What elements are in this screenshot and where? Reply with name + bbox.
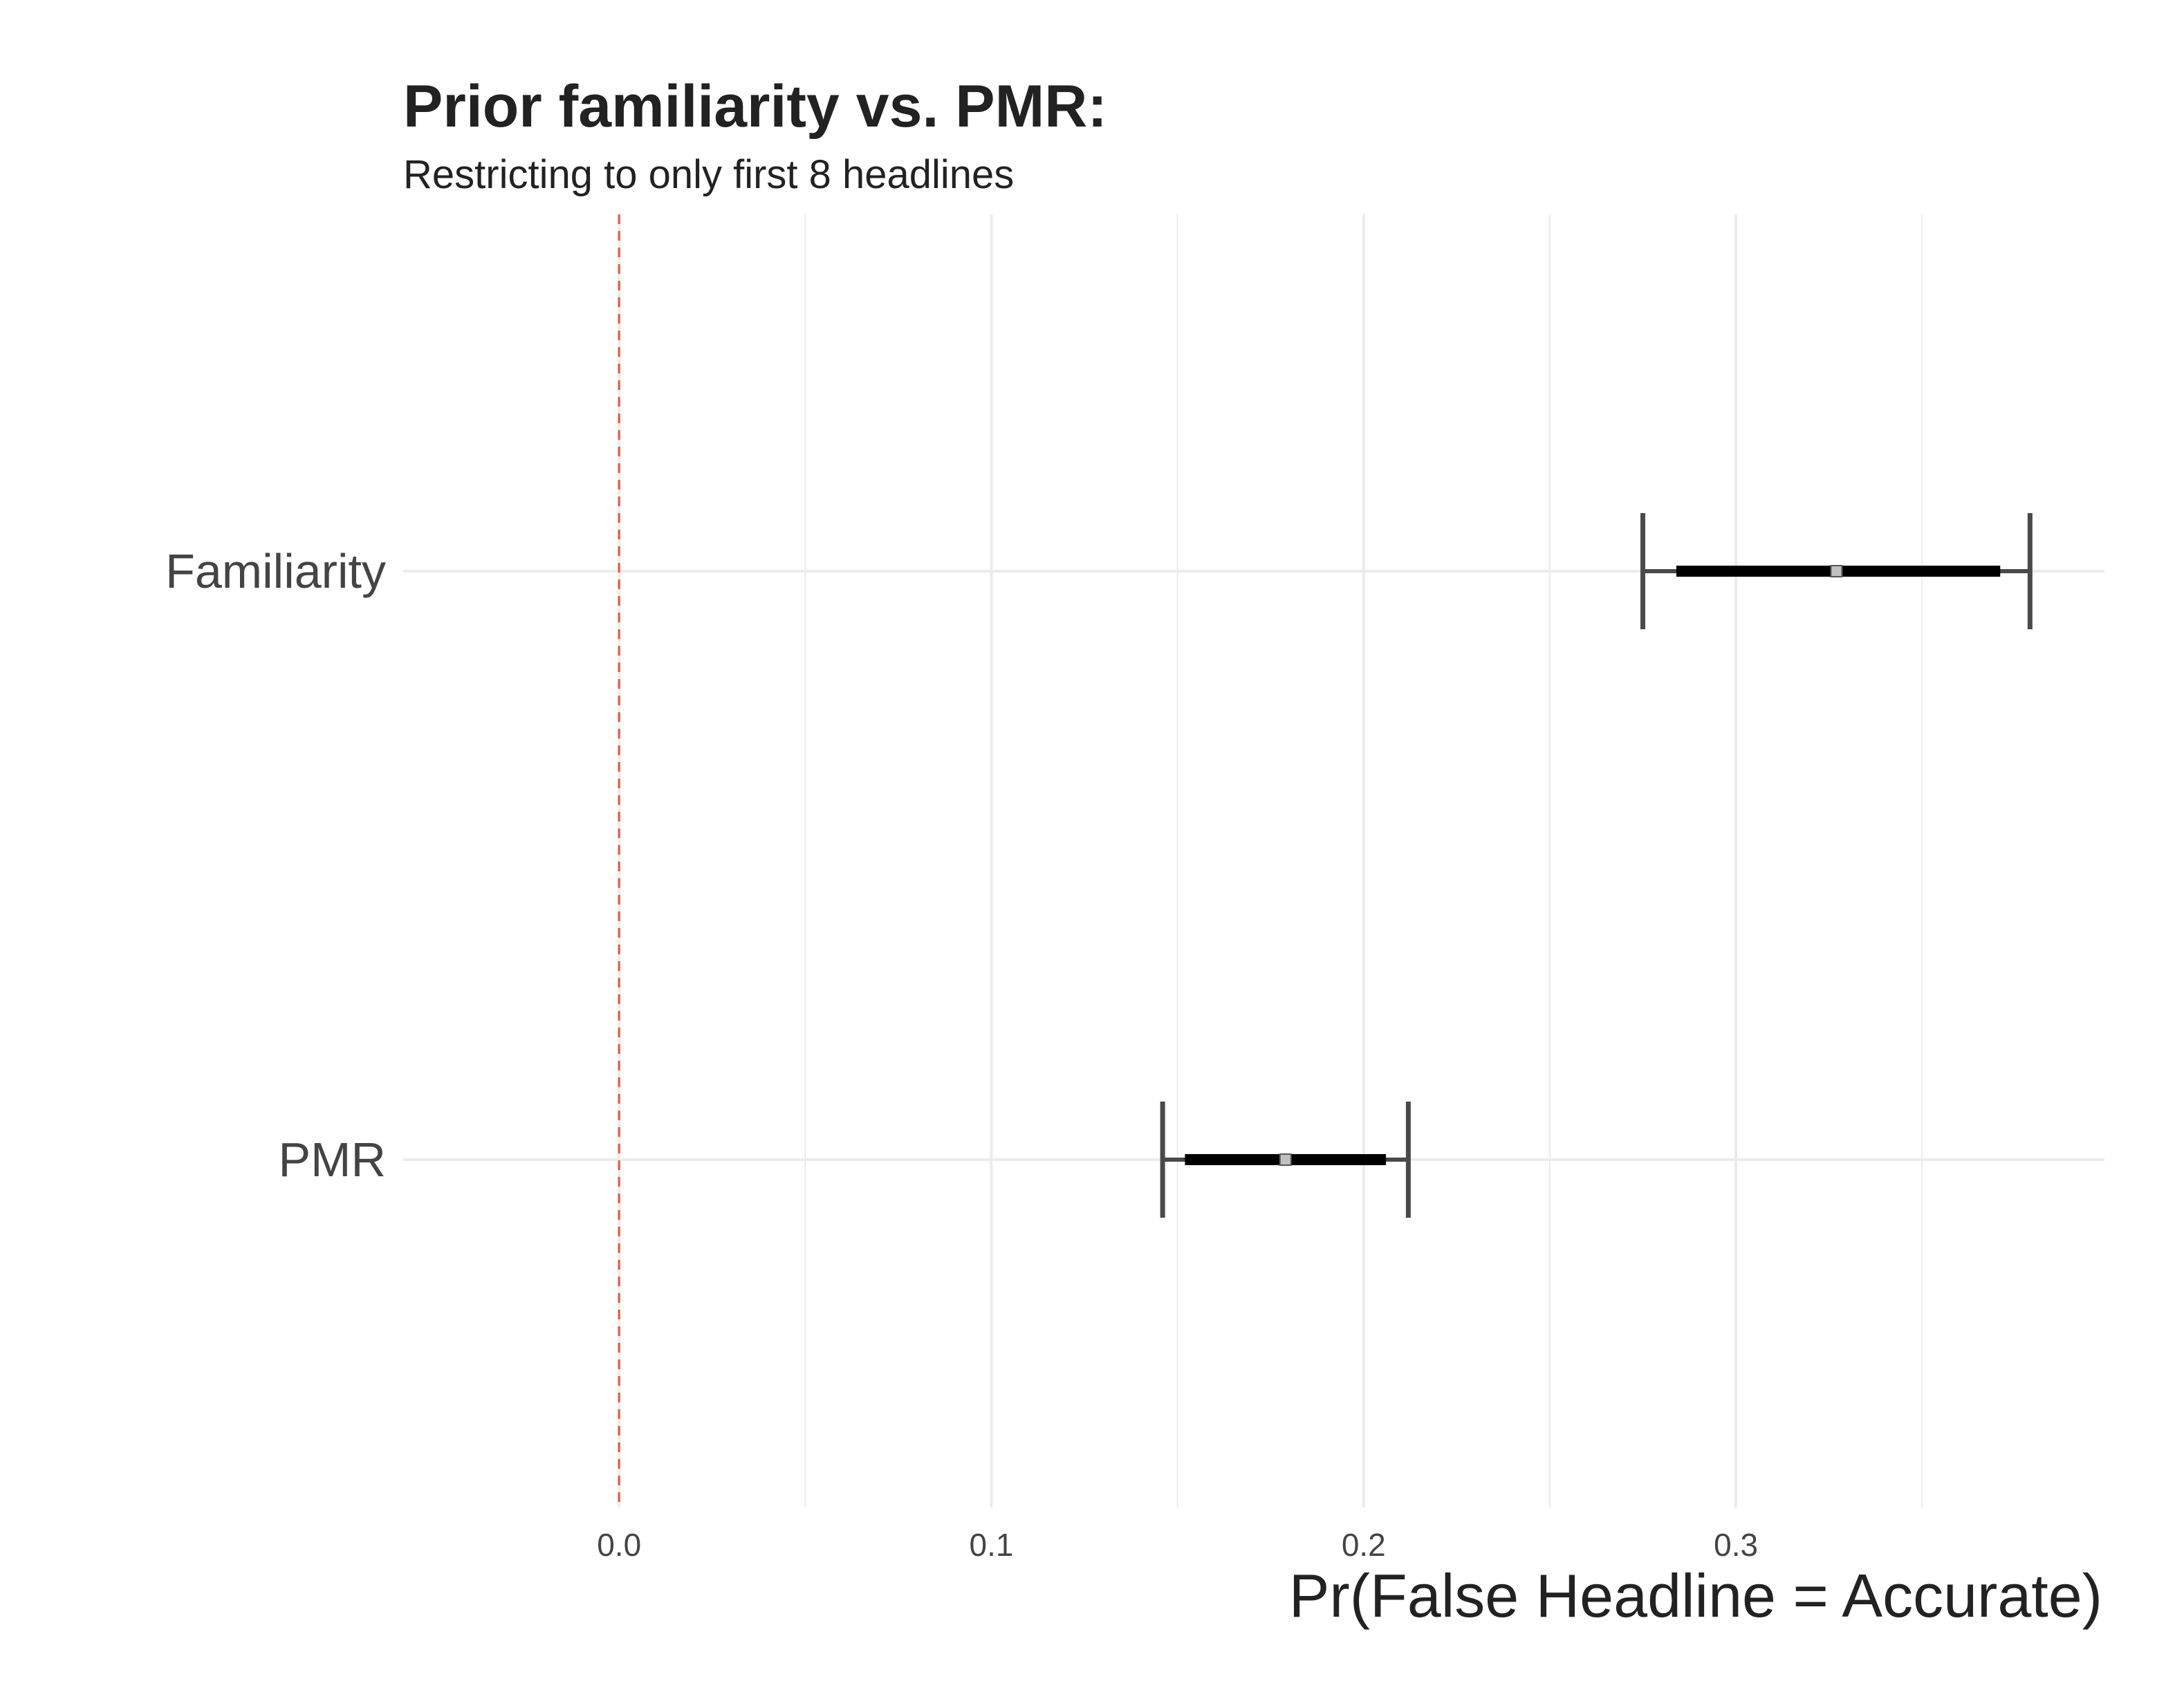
point-estimate-familiarity (1830, 565, 1843, 577)
point-estimate-pmr (1279, 1153, 1292, 1166)
chart-subtitle: Restricting to only first 8 headlines (403, 152, 1014, 197)
marks-layer (1160, 513, 2033, 1218)
x-tick-labels: 0.0 0.1 0.2 0.3 (597, 1527, 1758, 1563)
y-tick-label-familiarity: Familiarity (165, 544, 386, 598)
y-tick-labels: Familiarity PMR (165, 544, 386, 1187)
x-tick-label-0: 0.0 (597, 1527, 641, 1563)
grid-layer (403, 214, 2104, 1507)
x-axis-label: Pr(False Headline = Accurate) (1289, 1561, 2102, 1630)
x-tick-label-1: 0.1 (970, 1527, 1014, 1563)
x-tick-label-2: 0.2 (1342, 1527, 1386, 1563)
chart-title: Prior familiarity vs. PMR: (403, 73, 1107, 140)
x-tick-label-3: 0.3 (1714, 1527, 1758, 1563)
y-tick-label-pmr: PMR (278, 1133, 386, 1187)
